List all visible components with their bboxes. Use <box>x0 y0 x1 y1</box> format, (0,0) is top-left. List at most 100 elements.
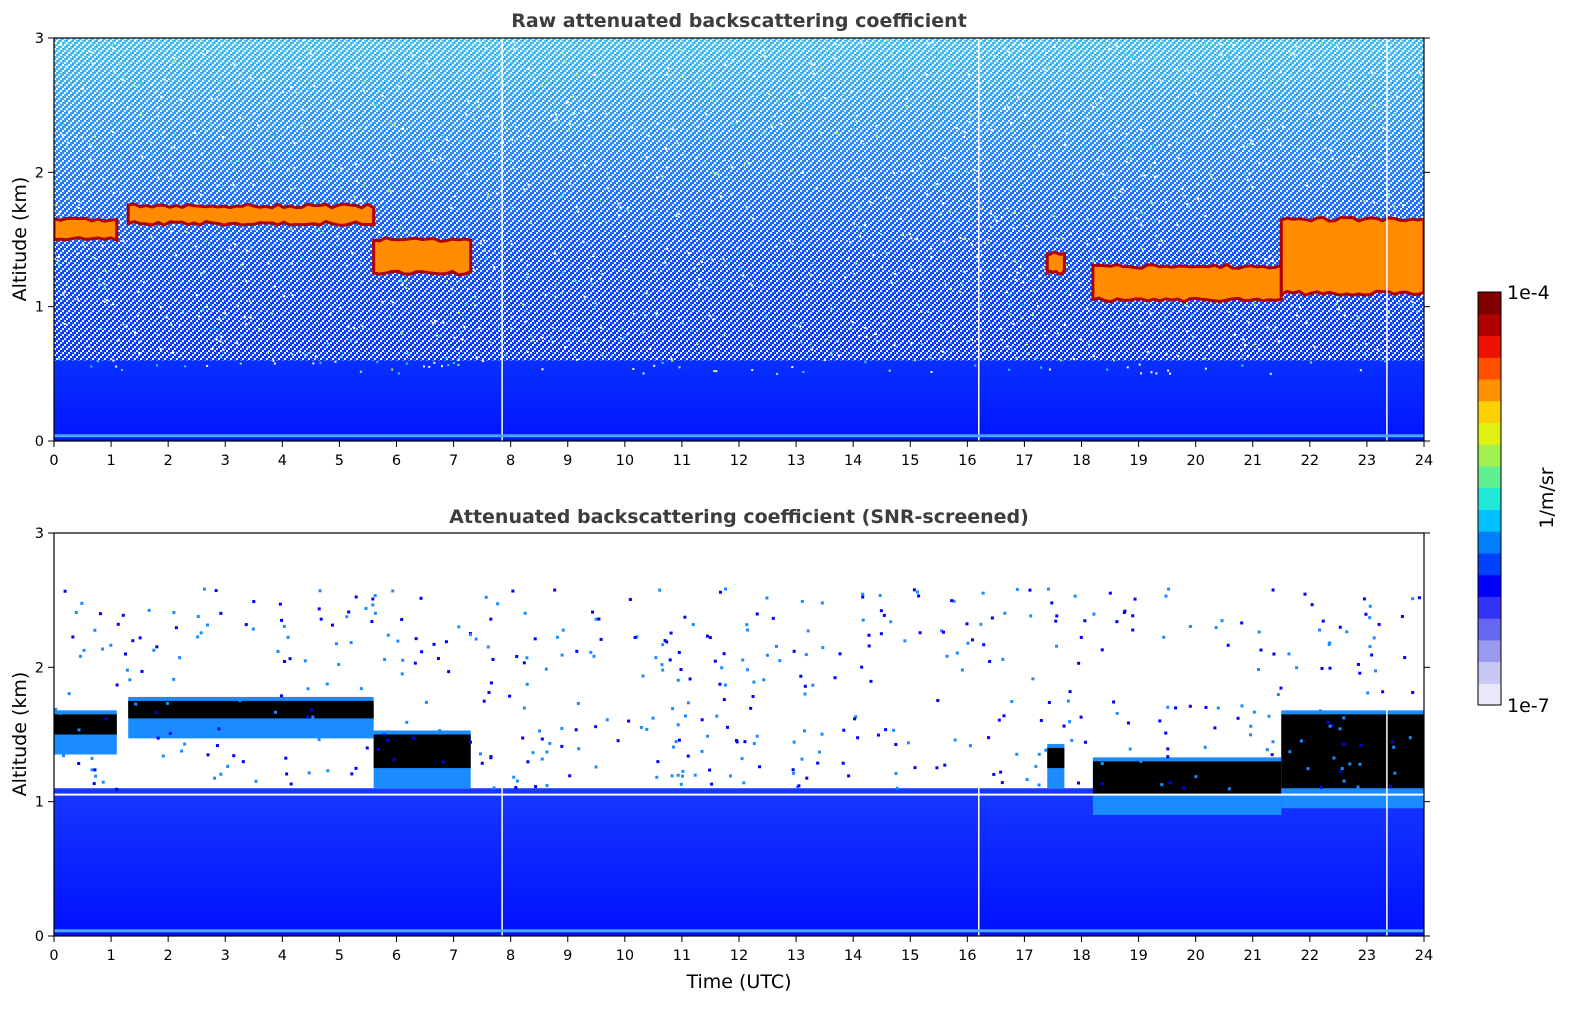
noise-speck <box>939 213 942 216</box>
y-axis-label: Altitude (km) <box>9 177 31 302</box>
signal-speck <box>912 588 916 592</box>
noise-speck <box>569 120 572 123</box>
noise-speck <box>1153 219 1156 222</box>
noise-speck <box>936 182 939 185</box>
signal-speck <box>1271 588 1275 592</box>
signal-speck <box>1366 691 1370 695</box>
signal-speck <box>1236 716 1240 720</box>
noise-speck <box>506 84 509 87</box>
noise-speck <box>943 240 946 243</box>
noise-speck <box>62 293 65 296</box>
noise-speck <box>1167 369 1170 372</box>
x-tick-label: 18 <box>1072 453 1090 469</box>
noise-speck <box>233 168 236 171</box>
noise-speck <box>751 217 754 220</box>
noise-speck <box>388 169 391 172</box>
y-tick-label: 2 <box>35 660 44 676</box>
noise-speck <box>568 339 571 342</box>
noise-speck <box>583 164 586 167</box>
noise-speck <box>93 135 96 138</box>
noise-speck <box>393 124 396 127</box>
noise-speck <box>798 92 801 95</box>
signal-speck <box>1055 614 1059 618</box>
noise-speck <box>476 76 479 79</box>
noise-speck <box>228 293 231 296</box>
noise-speck <box>1063 323 1066 326</box>
noise-speck <box>181 73 184 76</box>
signal-speck <box>1342 742 1346 746</box>
x-tick-label: 8 <box>506 948 515 964</box>
signal-speck <box>78 654 82 658</box>
noise-speck <box>950 65 953 68</box>
signal-speck <box>555 635 559 639</box>
signal-speck <box>1403 656 1407 660</box>
noise-speck <box>57 212 60 215</box>
noise-speck <box>820 131 823 134</box>
noise-speck <box>217 98 220 101</box>
noise-speck <box>570 167 573 170</box>
noise-speck <box>864 361 867 364</box>
noise-speck <box>617 202 620 205</box>
noise-speck <box>729 260 732 263</box>
noise-speck <box>391 301 394 304</box>
noise-speck <box>1342 106 1345 109</box>
noise-speck <box>77 206 80 209</box>
noise-speck <box>363 110 366 113</box>
signal-speck <box>1100 761 1104 765</box>
noise-speck <box>203 161 206 164</box>
noise-speck <box>551 340 554 343</box>
signal-speck <box>1411 691 1415 695</box>
signal-speck <box>349 641 353 645</box>
noise-speck <box>1346 339 1349 342</box>
noise-speck <box>555 283 558 286</box>
signal-speck <box>1227 787 1231 791</box>
noise-speck <box>504 77 507 80</box>
noise-speck <box>1410 338 1413 341</box>
x-tick-label: 24 <box>1415 948 1433 964</box>
noise-speck <box>619 206 622 209</box>
noise-speck <box>852 126 855 129</box>
noise-speck <box>1010 219 1013 222</box>
noise-speck <box>709 83 712 86</box>
noise-speck <box>180 186 183 189</box>
noise-speck <box>218 318 221 321</box>
signal-speck <box>1054 619 1058 623</box>
noise-speck <box>828 335 831 338</box>
noise-speck <box>1164 316 1167 319</box>
noise-speck <box>223 316 226 319</box>
signal-speck <box>310 708 314 712</box>
signal-speck <box>765 653 769 657</box>
noise-speck <box>791 366 794 369</box>
noise-speck <box>347 325 350 328</box>
noise-speck <box>194 245 197 248</box>
signal-speck <box>538 729 542 733</box>
noise-speck <box>1022 281 1025 284</box>
signal-speck <box>1288 750 1292 754</box>
noise-speck <box>496 136 499 139</box>
signal-speck <box>599 637 603 641</box>
noise-speck <box>1080 59 1083 62</box>
noise-speck <box>841 98 844 101</box>
noise-speck <box>788 175 791 178</box>
signal-speck <box>655 775 659 779</box>
noise-speck <box>511 206 514 209</box>
noise-speck <box>1094 102 1097 105</box>
signal-speck <box>1310 603 1314 607</box>
noise-speck <box>550 114 553 117</box>
noise-speck <box>1149 166 1152 169</box>
signal-speck <box>511 589 515 593</box>
noise-speck <box>1204 367 1207 370</box>
noise-speck <box>674 351 677 354</box>
noise-speck <box>572 196 575 199</box>
signal-speck <box>1068 690 1072 694</box>
signal-speck <box>307 771 311 775</box>
noise-speck <box>1059 359 1062 362</box>
noise-speck <box>1114 117 1117 120</box>
noise-speck <box>250 229 253 232</box>
noise-speck <box>1048 368 1051 371</box>
noise-speck <box>269 335 272 338</box>
noise-speck <box>734 123 737 126</box>
signal-speck <box>1001 657 1005 661</box>
noise-speck <box>162 131 165 134</box>
noise-speck <box>291 294 294 297</box>
